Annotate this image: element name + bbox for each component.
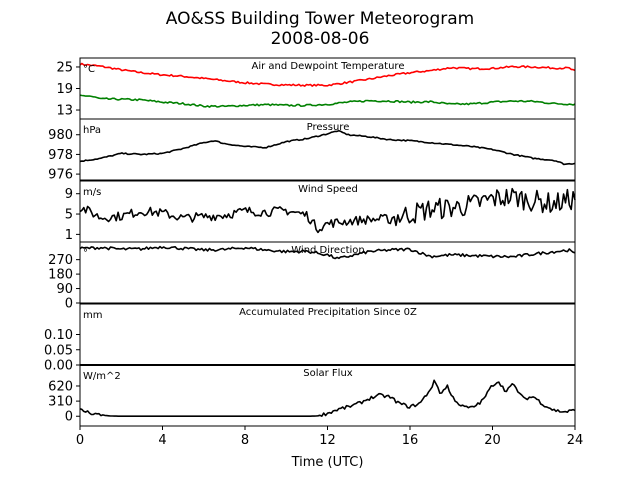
xtick-label: 0 — [76, 433, 84, 448]
ytick-label-2: 5 — [65, 208, 73, 223]
xtick-label: 16 — [402, 433, 419, 448]
panel-unit-1: hPa — [83, 125, 101, 136]
ytick-label-1: 976 — [48, 168, 73, 183]
figure-subtitle: 2008-08-06 — [270, 29, 370, 49]
ytick-label-0: 13 — [56, 104, 73, 119]
ytick-label-2: 9 — [65, 187, 73, 202]
series-line-1-0 — [79, 129, 576, 166]
panel-frame-1 — [79, 118, 576, 181]
panel-unit-2: m/s — [83, 187, 101, 198]
ytick-label-2: 1 — [65, 228, 73, 243]
panel-title-5: Solar Flux — [303, 368, 353, 379]
ytick-label-3: 270 — [48, 253, 73, 268]
panel-title-3: Wind Direction — [291, 245, 365, 256]
xtick-label: 24 — [567, 433, 584, 448]
series-line-5-0 — [79, 379, 576, 418]
ytick-label-5: 0 — [65, 410, 73, 425]
panel-unit-5: W/m^2 — [83, 371, 121, 382]
ytick-label-5: 310 — [48, 395, 73, 410]
ytick-label-3: 180 — [48, 268, 73, 283]
panel-unit-3: ° — [83, 248, 88, 259]
ytick-label-3: 90 — [56, 282, 73, 297]
ytick-label-3: 0 — [65, 297, 73, 312]
ytick-label-4: 0.10 — [44, 328, 73, 343]
x-axis-label: Time (UTC) — [291, 455, 364, 470]
ytick-label-1: 978 — [48, 148, 73, 163]
panel-title-1: Pressure — [307, 122, 350, 133]
ytick-label-4: 0.05 — [44, 343, 73, 358]
series-line-0-0 — [79, 62, 576, 87]
xtick-label: 8 — [241, 433, 249, 448]
ytick-label-1: 980 — [48, 128, 73, 143]
ytick-label-0: 25 — [56, 60, 73, 75]
series-line-2-0 — [79, 187, 576, 234]
series-line-3-0 — [79, 245, 576, 260]
xtick-label: 20 — [484, 433, 501, 448]
panel-unit-4: mm — [83, 310, 102, 321]
panel-unit-0: °C — [83, 64, 95, 75]
panel-title-0: Air and Dewpoint Temperature — [252, 61, 405, 72]
ytick-label-0: 19 — [56, 82, 73, 97]
xtick-label: 4 — [158, 433, 166, 448]
ytick-label-5: 620 — [48, 379, 73, 394]
xtick-label: 12 — [319, 433, 336, 448]
panel-title-2: Wind Speed — [298, 184, 358, 195]
ytick-label-4: 0.00 — [44, 359, 73, 374]
series-line-0-1 — [79, 94, 576, 108]
panel-frame-3 — [79, 241, 576, 304]
panel-title-4: Accumulated Precipitation Since 0Z — [239, 307, 417, 318]
figure-title: AO&SS Building Tower Meteorogram — [165, 9, 475, 29]
